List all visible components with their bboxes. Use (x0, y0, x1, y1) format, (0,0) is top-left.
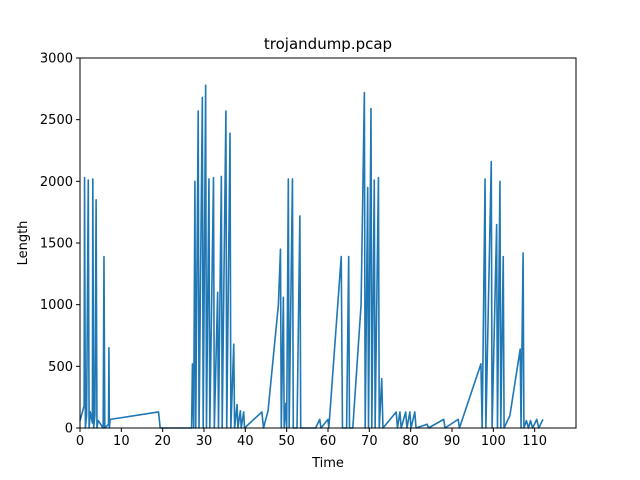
series-line-0 (79, 84, 544, 429)
x-tick-label: 100 (481, 434, 506, 449)
y-tick-label: 3000 (40, 52, 73, 67)
y-axis: 0 500 1000 1500 2000 2500 3000 (40, 52, 80, 437)
x-axis: 0 10 20 30 40 50 60 70 80 90 100 110 (76, 428, 547, 449)
x-tick-label: 30 (196, 434, 213, 449)
chart-title: trojandump.pcap (264, 35, 392, 53)
x-tick-label: 0 (76, 434, 84, 449)
y-tick-label: 500 (48, 360, 73, 375)
y-axis-title: Length (16, 221, 31, 266)
y-tick-label: 2000 (40, 175, 73, 190)
y-tick-label: 1000 (40, 298, 73, 313)
y-tick-label: 2500 (40, 113, 73, 128)
x-tick-label: 90 (444, 434, 461, 449)
x-tick-label: 110 (522, 434, 547, 449)
x-tick-label: 50 (278, 434, 295, 449)
plot-area (79, 84, 544, 429)
x-tick-label: 40 (237, 434, 254, 449)
x-tick-label: 60 (320, 434, 337, 449)
x-axis-title: Time (311, 456, 344, 471)
x-tick-label: 20 (154, 434, 171, 449)
y-tick-label: 1500 (40, 237, 73, 252)
x-tick-label: 70 (361, 434, 378, 449)
x-tick-label: 10 (113, 434, 130, 449)
x-tick-label: 80 (402, 434, 419, 449)
y-tick-label: 0 (65, 422, 73, 437)
